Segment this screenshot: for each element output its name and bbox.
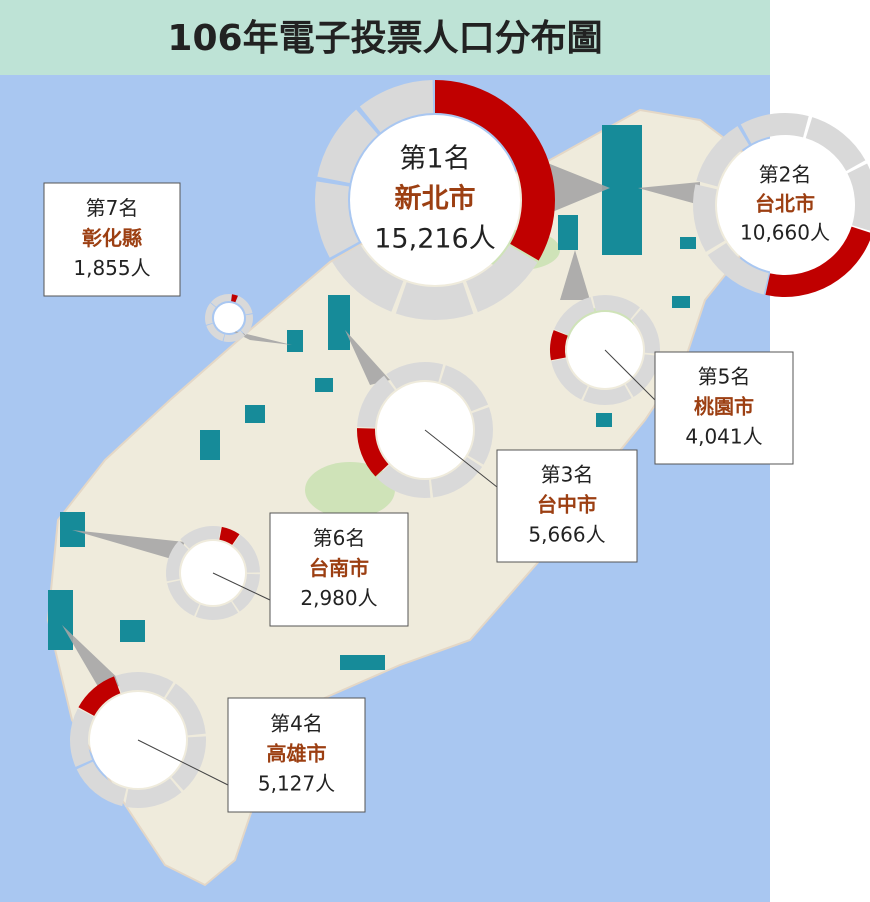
donut-hole	[214, 303, 244, 333]
rank-label: 第4名	[270, 712, 323, 736]
value-label: 4,041人	[685, 425, 762, 449]
rank-label: 第1名	[399, 144, 470, 175]
rank-label: 第3名	[541, 463, 594, 487]
city-label: 新北市	[395, 183, 476, 215]
donut-rest	[396, 282, 473, 320]
city-label: 彰化縣	[82, 226, 142, 250]
city-label: 桃園市	[694, 395, 754, 419]
rank-label: 第5名	[698, 365, 751, 389]
title: 106年電子投票人口分布圖	[167, 18, 602, 59]
value-label: 5,127人	[258, 772, 335, 796]
rank-label: 第6名	[313, 526, 366, 550]
value-label: 2,980人	[300, 586, 377, 610]
infographic: 106年電子投票人口分布圖 第1名新北市 15,216人 第2名台北市 10,660人…	[0, 0, 870, 902]
rank-label: 第7名	[86, 196, 139, 220]
rank-label: 第2名	[759, 163, 812, 187]
donut-share	[550, 330, 568, 360]
city-label: 台中市	[537, 493, 597, 517]
value-label: 5,666人	[528, 523, 605, 547]
city-label: 高雄市	[267, 742, 327, 766]
value-label: 10,660人	[740, 221, 830, 245]
city-label: 台北市	[755, 192, 815, 216]
value-label: 1,855人	[73, 256, 150, 280]
value-label: 15,216人	[374, 224, 495, 255]
city-label: 台南市	[309, 556, 369, 580]
